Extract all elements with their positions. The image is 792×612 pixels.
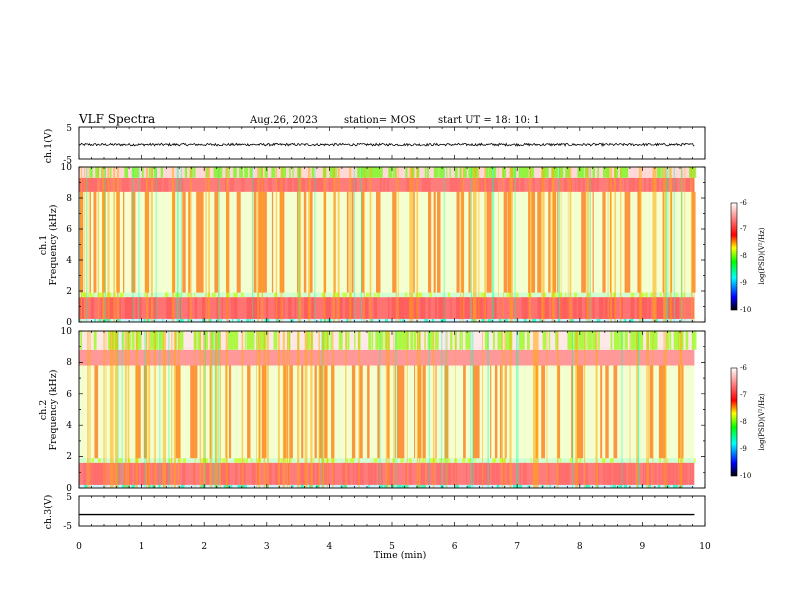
figure-title: VLF Spectra bbox=[78, 112, 155, 126]
ch2-spectrogram-streaks bbox=[87, 331, 683, 488]
ch1-waveform-panel bbox=[78, 142, 695, 147]
ch1-spectrogram-band-1 bbox=[79, 297, 695, 319]
ch1-spectrogram-band-3 bbox=[79, 191, 696, 293]
ch1-spectrogram-band-0 bbox=[79, 318, 695, 322]
time-tick-4: 4 bbox=[327, 542, 333, 552]
time-tick-9: 9 bbox=[640, 542, 646, 552]
ch1-freq-ylabel: ch.1Frequency (kHz) bbox=[38, 205, 59, 286]
ch1-freq-tick-2: 2 bbox=[66, 287, 72, 297]
ch3-ytick-top: 5 bbox=[66, 493, 72, 503]
ch3-ytick-bottom: -5 bbox=[63, 522, 72, 532]
time-tick-3: 3 bbox=[264, 542, 270, 552]
ch3-ylabel: ch.3(V) bbox=[43, 495, 54, 530]
start-time-label: start UT = 18: 10: 1 bbox=[438, 115, 540, 126]
ch1-spectrogram-band-texture-3 bbox=[80, 191, 696, 293]
time-tick-1: 1 bbox=[139, 542, 145, 552]
ch2-freq-tick-4: 4 bbox=[66, 421, 72, 431]
ch2-freq-ylabel: ch.2Frequency (kHz) bbox=[38, 370, 59, 451]
colorbar-ch1: -6 -7 -8 -9 -10 log(PSD)(V²/Hz) bbox=[730, 199, 766, 314]
ch1-spectrogram-band-2 bbox=[79, 292, 695, 298]
date-label: Aug.26, 2023 bbox=[249, 115, 318, 126]
ch1-spectrogram-band-texture-1 bbox=[80, 297, 680, 319]
ch1-freq-tick-6: 6 bbox=[66, 225, 72, 235]
colorbar-ch2-tick-4: -10 bbox=[740, 472, 751, 480]
colorbar-ch1-tick-2: -8 bbox=[740, 252, 747, 260]
colorbar-ch2-tick-2: -8 bbox=[740, 418, 747, 426]
ch1-spectrogram-band-fill-4 bbox=[79, 177, 695, 192]
ch1-spectrogram-band-texture-4 bbox=[79, 177, 695, 192]
ch1-spectrogram-band-fill-2 bbox=[79, 292, 695, 298]
colorbar-ch2: -6 -7 -8 -9 -10 log(PSD)(V²/Hz) bbox=[730, 364, 766, 480]
ch2-freq-tick-0: 0 bbox=[66, 484, 72, 494]
time-tick-5: 5 bbox=[389, 542, 395, 552]
ch1-spectrogram-panel bbox=[79, 167, 697, 322]
ch2-freq-tick-8: 8 bbox=[66, 358, 72, 368]
colorbar-ch2-label: log(PSD)(V²/Hz) bbox=[758, 393, 766, 450]
colorbar-ch2-tick-0: -6 bbox=[740, 364, 747, 372]
colorbar-ch1-gradient bbox=[730, 202, 738, 311]
ch1-freq-tick-8: 8 bbox=[66, 194, 72, 204]
ch2-freq-tick-10: 10 bbox=[61, 327, 73, 337]
colorbar-ch1-tick-1: -7 bbox=[740, 225, 747, 233]
colorbar-ch2-gradient bbox=[730, 367, 738, 477]
tick-marks bbox=[78, 127, 706, 526]
time-tick-10: 10 bbox=[699, 542, 711, 552]
ch2-spectrogram-band-texture-4 bbox=[80, 349, 695, 366]
ch1-spectrogram-band-4 bbox=[79, 177, 695, 192]
panel-frame-0 bbox=[78, 126, 706, 160]
station-label: station= MOS bbox=[344, 115, 416, 126]
time-tick-0: 0 bbox=[76, 542, 82, 552]
time-tick-labels: 0 1 2 3 4 5 6 7 8 9 10 bbox=[76, 542, 711, 552]
colorbar-ch2-tick-1: -7 bbox=[740, 391, 747, 399]
ch1-spectrogram-band-fill-5 bbox=[79, 167, 695, 178]
ch1-freq-tick-4: 4 bbox=[66, 256, 72, 266]
time-tick-2: 2 bbox=[201, 542, 207, 552]
axis-ticks bbox=[78, 127, 706, 526]
ch1-ytick-bottom: -5 bbox=[63, 156, 72, 166]
panel-frame-3 bbox=[78, 495, 706, 527]
time-axis-label: Time (min) bbox=[374, 550, 427, 561]
ch2-freq-tick-6: 6 bbox=[66, 390, 72, 400]
ch1-waveform-trace bbox=[78, 142, 695, 147]
time-tick-8: 8 bbox=[577, 542, 583, 552]
colorbar-ch1-tick-0: -6 bbox=[740, 199, 747, 207]
ch1-ytick-top: 5 bbox=[66, 124, 72, 134]
ch1-ylabel: ch.1(V) bbox=[43, 129, 54, 164]
ch2-spectrogram-band-texture-2 bbox=[87, 458, 696, 463]
ch1-freq-tick-0: 0 bbox=[66, 318, 72, 328]
colorbar-ch1-tick-3: -9 bbox=[740, 279, 747, 287]
ch1-spectrogram-band-fill-3 bbox=[79, 191, 695, 293]
ch1-spectrogram-band-5 bbox=[79, 167, 697, 178]
time-tick-6: 6 bbox=[452, 542, 458, 552]
ch1-freq-tick-10: 10 bbox=[61, 163, 73, 173]
time-tick-7: 7 bbox=[514, 542, 520, 552]
colorbar-ch2-tick-3: -9 bbox=[740, 445, 747, 453]
colorbar-ch1-label: log(PSD)(V²/Hz) bbox=[758, 227, 766, 284]
ch2-freq-tick-2: 2 bbox=[66, 452, 72, 462]
colorbar-ch1-tick-4: -10 bbox=[740, 306, 751, 314]
ch2-spectrogram-panel bbox=[79, 331, 697, 488]
